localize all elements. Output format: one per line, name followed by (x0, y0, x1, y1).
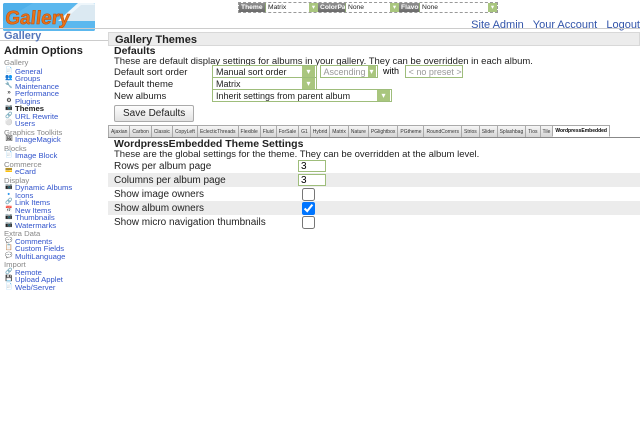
svg-text:Gallery: Gallery (4, 8, 71, 29)
